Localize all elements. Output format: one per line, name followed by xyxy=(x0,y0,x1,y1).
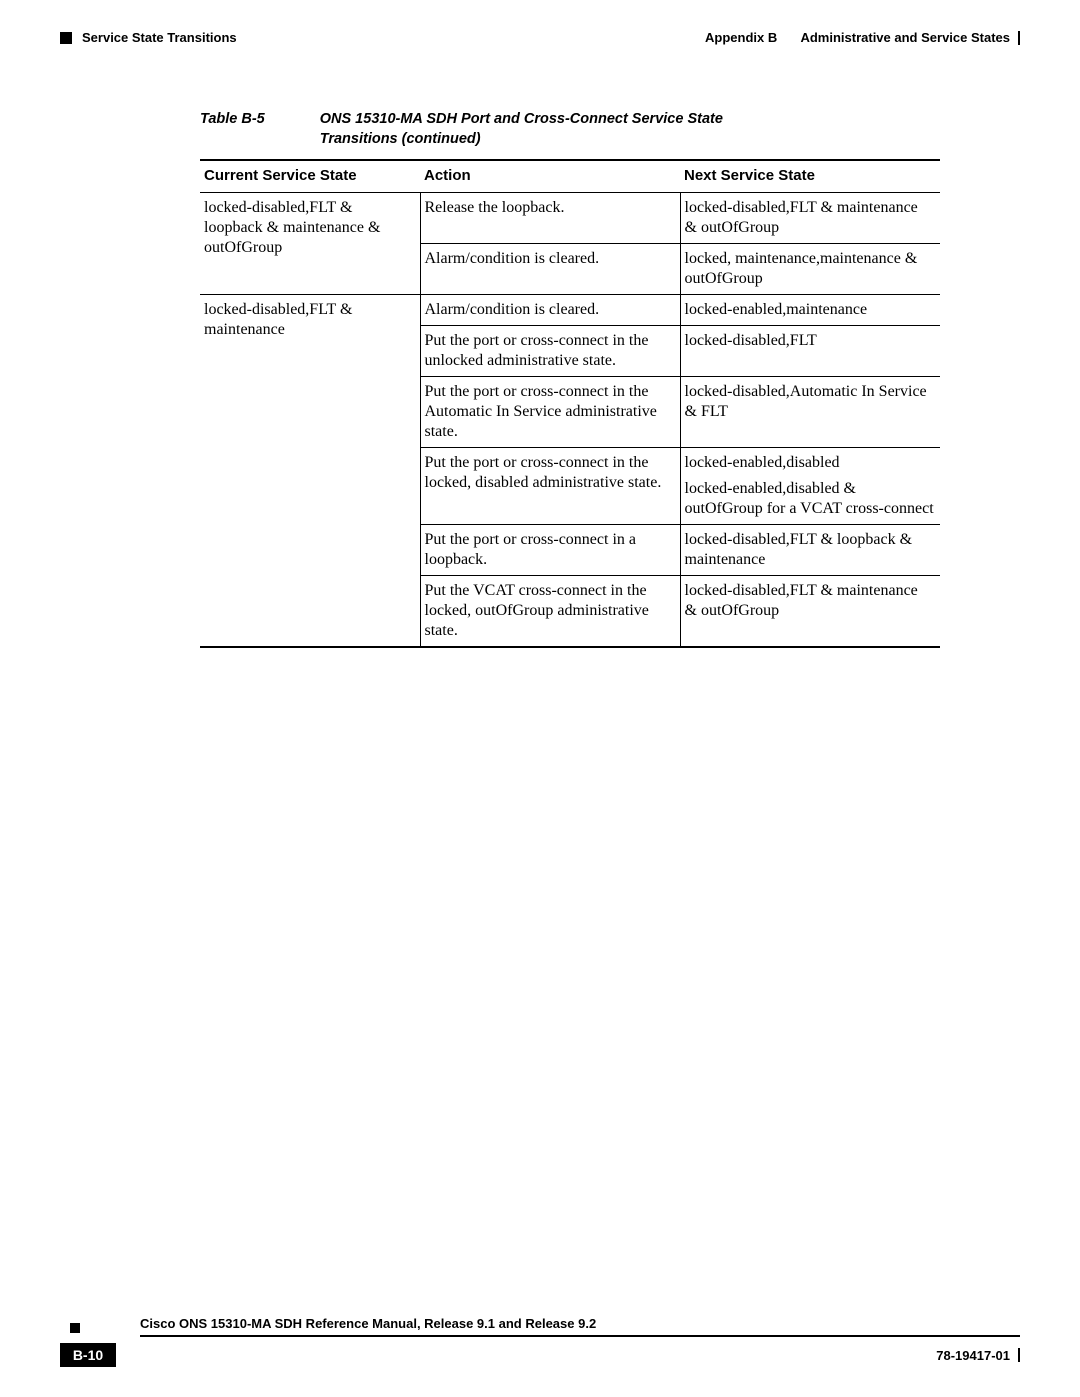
cell-action: Put the port or cross-connect in the Aut… xyxy=(420,376,680,447)
appendix-title: Administrative and Service States xyxy=(800,30,1010,45)
cell-next-state: locked-disabled,FLT & loopback & mainten… xyxy=(680,524,940,575)
footer-rule xyxy=(140,1335,1020,1337)
cell-next-state: locked-disabled,FLT & maintenance & outO… xyxy=(680,192,940,243)
cell-action: Put the port or cross-connect in a loopb… xyxy=(420,524,680,575)
cell-next-state: locked-enabled,maintenance xyxy=(680,294,940,325)
header-left: Service State Transitions xyxy=(60,30,237,45)
table-header-row: Current Service State Action Next Servic… xyxy=(200,160,940,192)
col-next-state: Next Service State xyxy=(680,160,940,192)
cell-action: Release the loopback. xyxy=(420,192,680,243)
cell-current-state: locked-disabled,FLT & maintenance xyxy=(200,294,420,647)
cell-next-state-b: locked-enabled,disabled & outOfGroup for… xyxy=(685,479,935,519)
table-row: locked-disabled,FLT & loopback & mainten… xyxy=(200,192,940,243)
cell-action: Put the port or cross-connect in the loc… xyxy=(420,447,680,524)
cell-action: Alarm/condition is cleared. xyxy=(420,243,680,294)
cell-action: Put the VCAT cross-connect in the locked… xyxy=(420,575,680,647)
table-row: locked-disabled,FLT & maintenance Alarm/… xyxy=(200,294,940,325)
cell-next-state-a: locked-enabled,disabled xyxy=(685,453,935,479)
col-action: Action xyxy=(420,160,680,192)
doc-number: 78-19417-01 xyxy=(936,1348,1010,1363)
cell-current-state: locked-disabled,FLT & loopback & mainten… xyxy=(200,192,420,294)
col-current-state: Current Service State xyxy=(200,160,420,192)
pipe-icon xyxy=(1018,1348,1020,1362)
page-number: B-10 xyxy=(60,1343,116,1367)
table-caption: Table B-5 ONS 15310-MA SDH Port and Cros… xyxy=(200,110,1020,149)
page-footer: Cisco ONS 15310-MA SDH Reference Manual,… xyxy=(60,1316,1020,1367)
header-right: Appendix B Administrative and Service St… xyxy=(705,30,1020,45)
cell-next-state: locked, maintenance,maintenance & outOfG… xyxy=(680,243,940,294)
page-header: Service State Transitions Appendix B Adm… xyxy=(60,30,1020,45)
doc-number-wrap: 78-19417-01 xyxy=(936,1348,1020,1363)
cell-action: Alarm/condition is cleared. xyxy=(420,294,680,325)
footer-bottom: B-10 78-19417-01 xyxy=(60,1343,1020,1367)
cell-next-state: locked-enabled,disabled locked-enabled,d… xyxy=(680,447,940,524)
appendix-label: Appendix B xyxy=(705,30,777,45)
service-state-table: Current Service State Action Next Servic… xyxy=(200,159,940,648)
cell-next-state: locked-disabled,Automatic In Service & F… xyxy=(680,376,940,447)
cell-action: Put the port or cross-connect in the unl… xyxy=(420,325,680,376)
caption-title: ONS 15310-MA SDH Port and Cross-Connect … xyxy=(320,110,790,149)
caption-label: Table B-5 xyxy=(200,110,265,149)
manual-title: Cisco ONS 15310-MA SDH Reference Manual,… xyxy=(140,1316,1020,1331)
section-title: Service State Transitions xyxy=(82,30,237,45)
cell-next-state: locked-disabled,FLT xyxy=(680,325,940,376)
page: Service State Transitions Appendix B Adm… xyxy=(0,0,1080,1397)
square-icon xyxy=(60,32,72,44)
pipe-icon xyxy=(1018,31,1020,45)
cell-next-state: locked-disabled,FLT & maintenance & outO… xyxy=(680,575,940,647)
